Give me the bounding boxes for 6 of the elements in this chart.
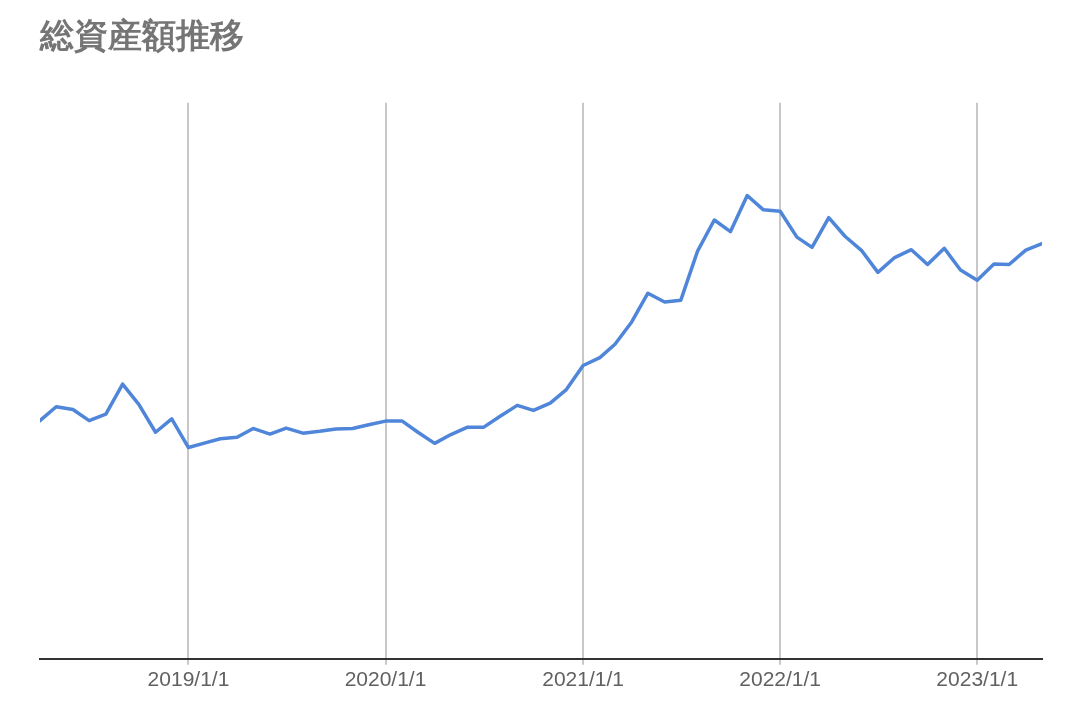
x-tick-label: 2020/1/1 [344, 667, 427, 691]
x-tick-label: 2021/1/1 [542, 667, 624, 691]
x-tick-label: 2019/1/1 [147, 667, 230, 691]
x-tick-label: 2022/1/1 [739, 667, 822, 691]
chart-title: 総資産額推移 [39, 15, 244, 56]
x-tick-label: 2023/1/1 [936, 667, 1019, 691]
